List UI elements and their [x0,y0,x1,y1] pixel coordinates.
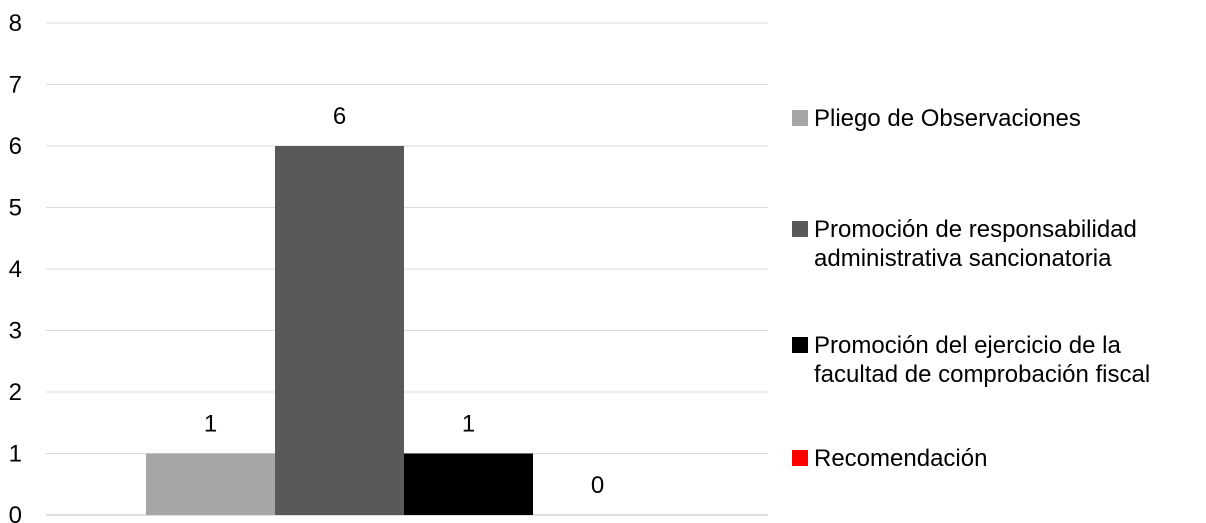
bar [146,453,275,515]
legend-swatch-promocion-responsabilidad [792,221,808,237]
legend-item-recomendacion: Recomendación [792,444,987,473]
legend-swatch-promocion-ejercicio [792,337,808,353]
data-label: 0 [591,472,604,499]
data-label: 1 [462,411,475,438]
legend-label-line: Recomendación [814,445,988,472]
y-tick-label: 8 [9,10,22,37]
legend-label-line: Promoción de responsabilidad [814,216,1137,243]
legend-item-pliego: Pliego de Observaciones [792,104,1081,133]
legend-label-line: Promoción del ejercicio de la [814,332,1121,359]
plot-area: 0 1 2 3 4 5 6 7 8 1 6 1 0 [9,10,768,523]
legend-label-recomendacion: Recomendación [814,444,987,473]
legend-label-pliego: Pliego de Observaciones [814,104,1081,133]
legend-label-promocion-responsabilidad: Promoción de responsabilidad administrat… [814,215,1137,273]
legend-label-line: facultad de comprobación fiscal [814,361,1151,388]
legend-swatch-recomendacion [792,450,808,466]
y-tick-label: 0 [9,502,22,523]
legend-label-line: Pliego de Observaciones [814,105,1081,132]
y-tick-label: 1 [9,441,22,468]
legend: Pliego de Observaciones Promoción de res… [792,0,1202,523]
y-tick-label: 4 [9,256,22,283]
legend-item-promocion-ejercicio: Promoción del ejercicio de la facultad d… [792,331,1150,389]
data-label: 6 [333,103,346,130]
y-tick-label: 2 [9,379,22,406]
y-tick-label: 6 [9,133,22,160]
data-label: 1 [204,411,217,438]
legend-label-line: administrativa sancionatoria [814,245,1112,272]
y-tick-label: 7 [9,72,22,99]
legend-swatch-pliego [792,110,808,126]
bar [404,453,533,515]
legend-item-promocion-responsabilidad: Promoción de responsabilidad administrat… [792,215,1137,273]
y-tick-label: 5 [9,195,22,222]
bar [275,146,404,515]
legend-label-promocion-ejercicio: Promoción del ejercicio de la facultad d… [814,331,1150,389]
y-tick-label: 3 [9,318,22,345]
